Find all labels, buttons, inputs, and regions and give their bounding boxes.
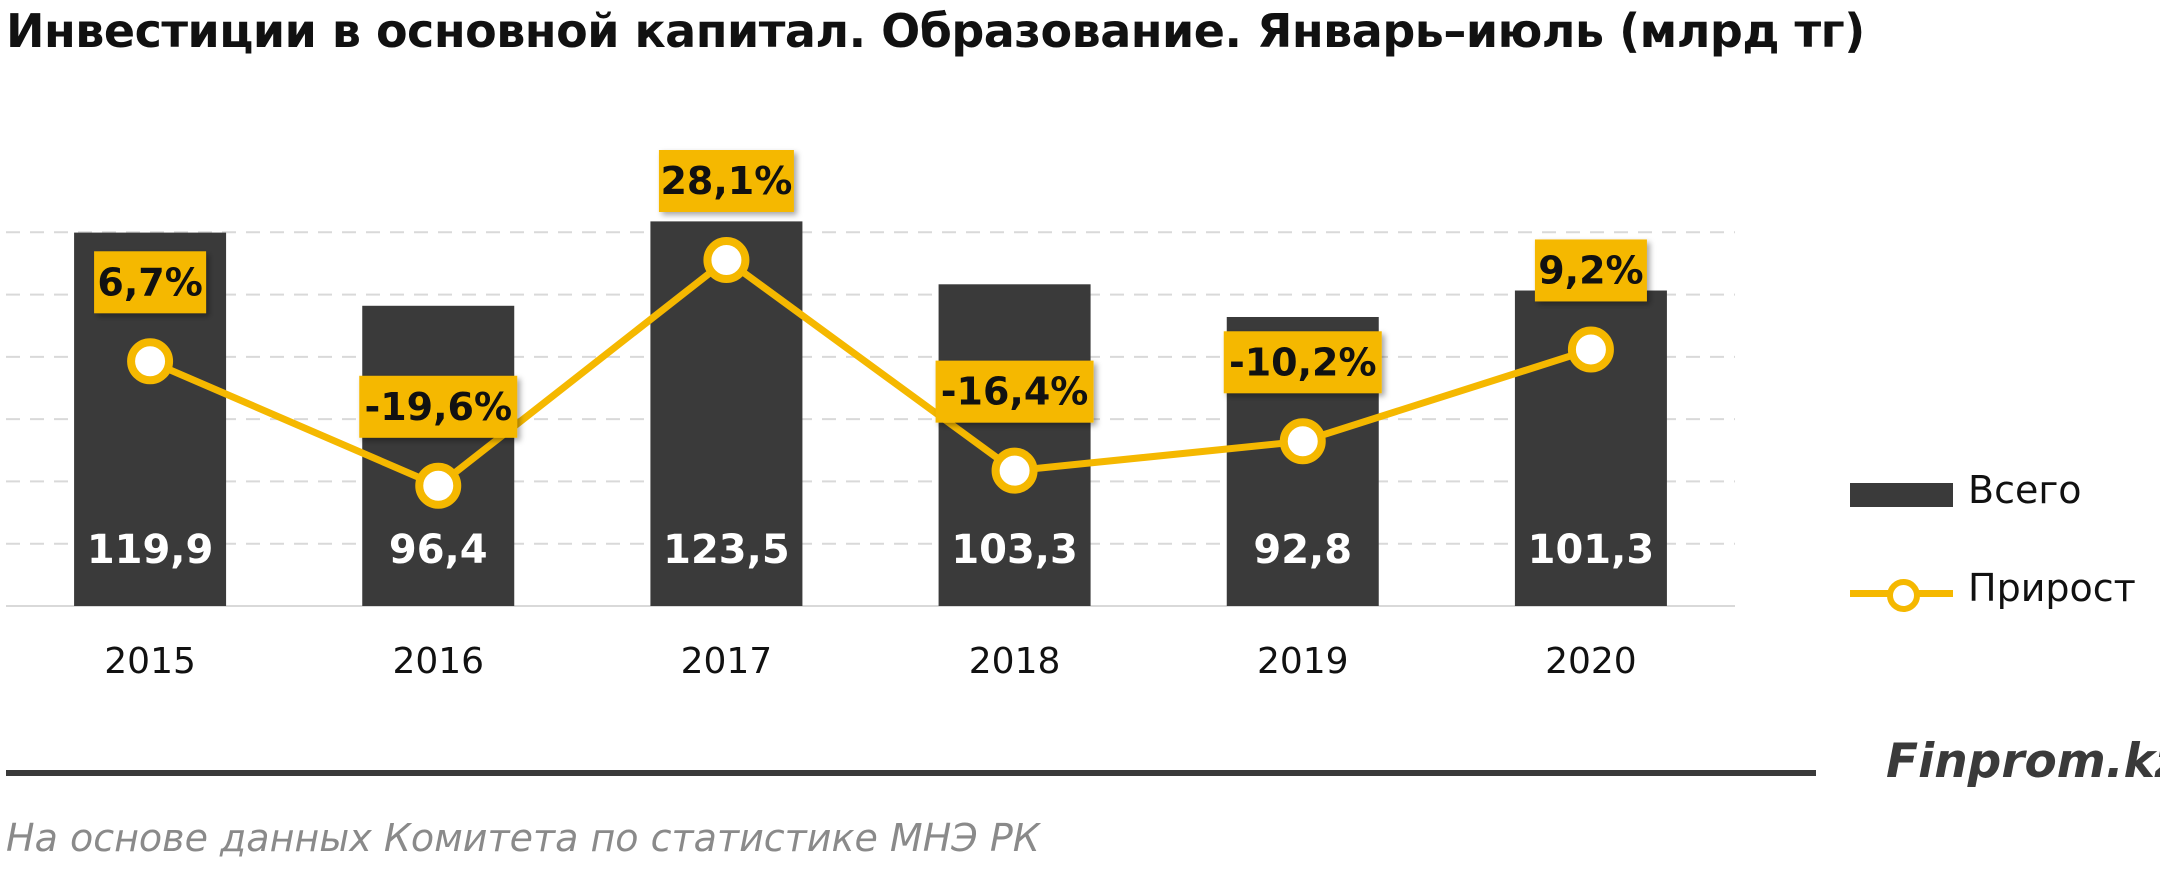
- line-point: [991, 447, 1038, 494]
- line-series: [148, 256, 1592, 490]
- x-tick-label: 2017: [681, 641, 773, 682]
- legend-marker-icon: [1887, 579, 1920, 612]
- legend-label-growth: Прирост: [1968, 566, 2136, 610]
- line-value-label: 28,1%: [660, 159, 792, 203]
- bar-series: [74, 221, 1667, 606]
- combo-chart: 119,9 96,4 123,5 103,3 92,8 101,3 6,7% -19,6% 2…: [6, 150, 1735, 682]
- x-axis-ticks: 2015 2016 2017 2018 2019 2020: [104, 641, 1636, 682]
- label-box-bg: [1223, 331, 1382, 394]
- footer-divider: [6, 770, 1816, 776]
- label-box-bg: [658, 150, 794, 212]
- bar: [362, 305, 515, 606]
- bar-value-label: 92,8: [1253, 527, 1352, 573]
- legend-bar-swatch: [1850, 483, 1953, 507]
- bar-value-label: 96,4: [389, 527, 488, 573]
- label-box-bg: [359, 375, 518, 438]
- line-point: [1567, 326, 1614, 373]
- bar-value-label: 101,3: [1528, 527, 1655, 573]
- line-value-label: -10,2%: [1229, 340, 1377, 384]
- line-value-labels: 6,7% -19,6% 28,1% -16,4% -10,2% 9,2%: [94, 150, 1647, 438]
- bar-value-label: 119,9: [87, 527, 214, 573]
- line-value-label: 6,7%: [97, 260, 202, 304]
- chart-title: Инвестиции в основной капитал. Образован…: [6, 4, 1865, 58]
- bar: [650, 221, 803, 606]
- label-box-bg: [94, 251, 207, 314]
- x-tick-label: 2016: [392, 641, 484, 682]
- line-value-label-box: 9,2%: [1534, 239, 1647, 302]
- source-note: На основе данных Комитета по статистике …: [6, 816, 1040, 860]
- bar-value-labels: 119,9 96,4 123,5 103,3 92,8 101,3: [87, 527, 1654, 573]
- line-point: [127, 338, 174, 385]
- x-tick-label: 2019: [1257, 641, 1349, 682]
- brand-logo-text: Finprom.kz: [1886, 734, 2160, 789]
- line-value-label-box: -19,6%: [359, 375, 518, 438]
- line-value-label: -19,6%: [364, 385, 512, 429]
- line-points: [127, 236, 1614, 509]
- legend-label-total: Всего: [1968, 468, 2082, 512]
- growth-line: [148, 256, 1592, 490]
- bar-value-label: 123,5: [663, 527, 790, 573]
- label-box-bg: [935, 360, 1094, 423]
- line-value-label: -16,4%: [941, 370, 1089, 414]
- line-point: [1279, 418, 1326, 465]
- bar-value-label: 103,3: [951, 527, 1078, 573]
- label-box-bg: [1534, 239, 1647, 302]
- line-value-label-box: -10,2%: [1223, 331, 1382, 394]
- x-tick-label: 2018: [969, 641, 1061, 682]
- line-point: [415, 462, 462, 509]
- x-tick-label: 2020: [1545, 641, 1637, 682]
- line-value-label: 9,2%: [1538, 248, 1643, 292]
- line-point: [703, 236, 750, 283]
- line-value-label-box: -16,4%: [935, 360, 1094, 423]
- x-tick-label: 2015: [104, 641, 196, 682]
- bar: [938, 284, 1091, 606]
- line-value-label-box: 6,7%: [94, 251, 207, 314]
- line-value-label-box: 28,1%: [658, 150, 794, 212]
- gridlines: [6, 231, 1735, 607]
